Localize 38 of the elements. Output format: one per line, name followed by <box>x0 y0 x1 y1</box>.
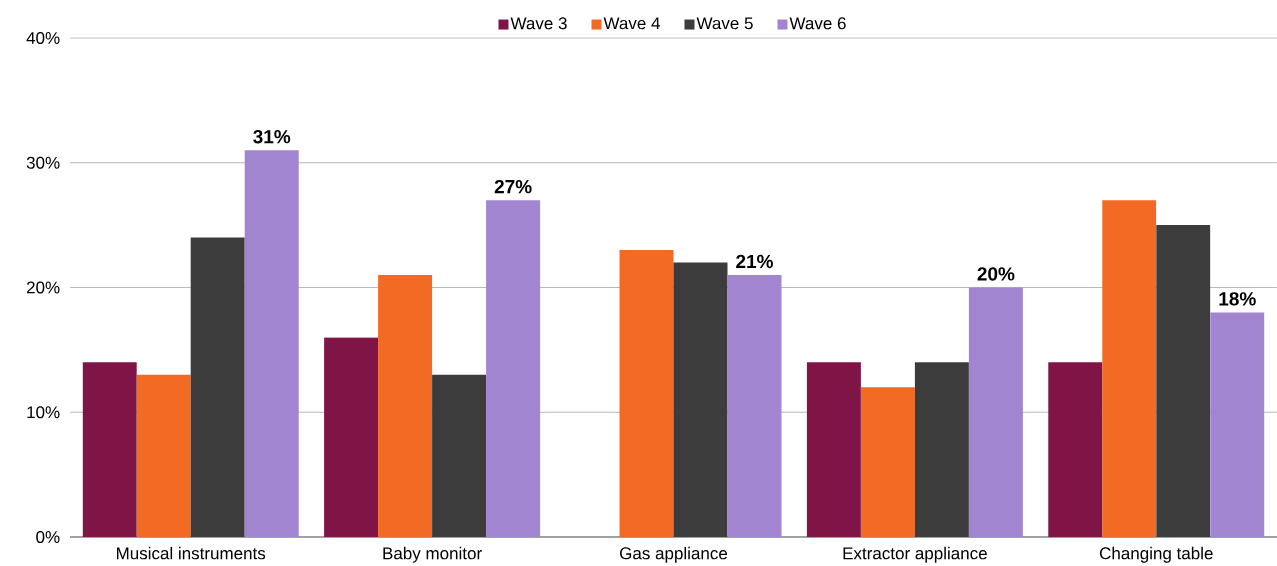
bar <box>673 262 728 537</box>
bar <box>914 362 969 537</box>
bar <box>860 387 915 537</box>
bar <box>1102 200 1157 537</box>
bar <box>136 374 191 537</box>
data-label: 21% <box>736 254 773 269</box>
bar <box>190 237 245 537</box>
bar <box>1210 312 1265 537</box>
bar <box>1156 225 1211 537</box>
bar <box>486 200 541 537</box>
legend-label: Wave 3 <box>510 17 567 30</box>
data-label: 20% <box>977 267 1015 281</box>
x-tick-label: Extractor appliance <box>843 546 987 563</box>
bar <box>727 275 782 537</box>
x-tick-label: Gas appliance <box>620 546 728 563</box>
bar <box>968 287 1023 537</box>
x-tick-label: Musical instruments <box>116 546 266 560</box>
data-label: 27% <box>494 179 532 194</box>
legend-label: Wave 5 <box>696 17 753 30</box>
data-label: 18% <box>1219 292 1256 306</box>
legend-label: Wave 6 <box>789 17 846 30</box>
bar <box>324 337 379 537</box>
x-tick-label: Changing table <box>1099 546 1213 563</box>
data-label: 31% <box>253 129 291 144</box>
x-tick-label: Baby monitor <box>383 546 482 563</box>
y-tick-label: 10% <box>27 406 60 419</box>
bar <box>806 362 861 537</box>
bar <box>244 150 299 537</box>
y-tick-label: 40% <box>26 31 60 45</box>
bar <box>432 374 487 537</box>
bar <box>619 250 674 537</box>
y-tick-label: 0% <box>36 530 60 544</box>
bar <box>378 275 433 537</box>
y-tick-label: 30% <box>26 156 60 169</box>
y-tick-label: 20% <box>26 281 60 294</box>
legend-label: Wave 4 <box>603 17 660 30</box>
bar <box>1048 362 1103 537</box>
bar <box>82 362 137 537</box>
